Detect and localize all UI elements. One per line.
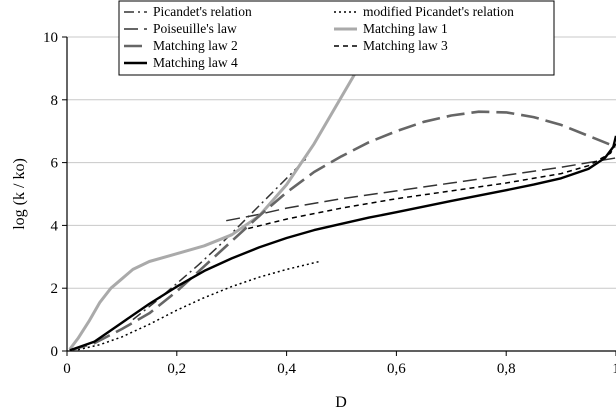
legend-box — [118, 0, 555, 76]
y-axis-label: log (k / ko) — [11, 158, 28, 230]
y-tick-label-4: 8 — [51, 93, 59, 109]
series-line-1 — [77, 260, 320, 351]
y-tick-label-2: 4 — [51, 218, 59, 234]
x-tick-label-3: 0,6 — [387, 361, 406, 377]
x-tick-label-1: 0,2 — [167, 361, 186, 377]
tick-labels: 0 2 4 6 8 10 0 0,2 0,4 0,6 0,8 1 — [43, 30, 616, 377]
x-axis-label: D — [335, 394, 347, 411]
x-tick-label-2: 0,4 — [277, 361, 296, 377]
series-line-0 — [132, 155, 310, 321]
series-line-6 — [69, 135, 616, 351]
legend-label-1: modified Picandet's relation — [363, 4, 514, 19]
x-tick-label-4: 0,8 — [497, 361, 516, 377]
y-tick-label-5: 10 — [43, 30, 58, 46]
y-tick-label-3: 6 — [51, 156, 59, 172]
y-tick-label-0: 0 — [51, 344, 59, 360]
y-tick-label-1: 2 — [51, 281, 59, 297]
series-lines — [68, 37, 616, 351]
legend-label-4: Matching law 2 — [153, 38, 238, 53]
legend-label-5: Matching law 3 — [363, 38, 448, 53]
series-line-3 — [68, 37, 378, 351]
axes — [62, 36, 616, 356]
series-line-2 — [226, 157, 616, 222]
legend-label-3: Matching law 1 — [363, 21, 448, 36]
x-tick-label-0: 0 — [63, 361, 71, 377]
legend: Picandet's relation modified Picandet's r… — [118, 0, 555, 76]
legend-label-2: Poiseuille's law — [153, 21, 237, 36]
x-tick-label-5: 1 — [612, 361, 616, 377]
legend-label-0: Picandet's relation — [153, 4, 252, 19]
series-line-4 — [69, 110, 616, 351]
series-line-5 — [248, 143, 616, 230]
legend-label-6: Matching law 4 — [153, 55, 238, 70]
